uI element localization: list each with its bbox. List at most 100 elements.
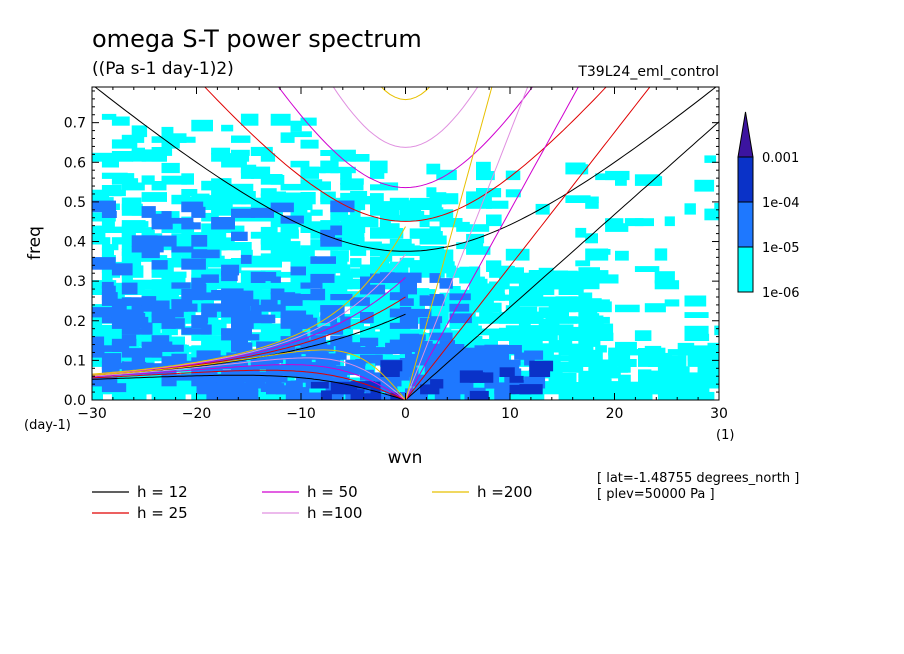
power-cell-level-0 <box>201 268 227 278</box>
power-cell-level-0 <box>320 281 339 290</box>
power-cell-level-1 <box>240 299 260 306</box>
power-cell-level-1 <box>270 288 285 295</box>
power-cell-level-0 <box>181 387 202 395</box>
power-cell-level-1 <box>295 358 312 366</box>
power-cell-level-1 <box>494 345 509 355</box>
power-cell-level-0 <box>300 192 316 205</box>
power-cell-level-0 <box>515 327 533 336</box>
power-cell-level-0 <box>389 328 410 336</box>
power-cell-level-1 <box>171 309 184 318</box>
power-cell-level-0 <box>191 119 213 132</box>
power-cell-level-1 <box>266 388 286 395</box>
power-cell-level-0 <box>588 332 614 341</box>
power-cell-level-0 <box>310 316 328 324</box>
power-cell-level-0 <box>340 238 359 245</box>
power-cell-level-0 <box>684 295 707 307</box>
power-cell-level-0 <box>360 264 377 274</box>
power-cell-level-0 <box>505 248 530 261</box>
power-cell-level-0 <box>638 380 654 389</box>
power-cell-level-1 <box>395 359 420 366</box>
power-cell-level-0 <box>151 181 167 191</box>
power-cell-level-0 <box>538 329 558 341</box>
power-cell-level-0 <box>161 258 182 268</box>
power-cell-level-0 <box>350 154 370 162</box>
legend-label: h =200 <box>477 483 532 501</box>
power-cell-level-1 <box>399 298 414 306</box>
power-cell-level-0 <box>426 163 441 175</box>
power-cell-level-1 <box>290 328 303 335</box>
power-cell-level-1 <box>221 307 238 318</box>
power-cell-level-0 <box>340 171 352 179</box>
power-cell-level-1 <box>246 375 270 383</box>
power-cell-level-0 <box>231 183 254 197</box>
power-cell-level-2 <box>469 372 485 383</box>
power-cell-level-0 <box>558 316 578 324</box>
power-cell-level-0 <box>151 349 178 362</box>
power-cell-level-1 <box>201 292 216 301</box>
power-cell-level-0 <box>121 374 133 385</box>
power-cell-level-1 <box>266 377 282 389</box>
power-cell-level-0 <box>370 232 381 239</box>
power-cell-level-2 <box>499 367 515 377</box>
power-cell-level-1 <box>236 365 258 377</box>
power-cell-level-0 <box>92 237 111 245</box>
power-cell-level-1 <box>191 328 210 335</box>
power-cell-level-1 <box>310 273 335 283</box>
power-cell-level-0 <box>509 308 526 318</box>
power-cell-level-1 <box>171 318 185 329</box>
power-cell-level-0 <box>479 317 494 324</box>
power-cell-level-0 <box>638 349 656 362</box>
power-cell-level-0 <box>419 214 430 228</box>
power-cell-level-1 <box>92 257 116 270</box>
power-cell-level-0 <box>92 320 103 330</box>
power-cell-level-0 <box>476 278 488 290</box>
power-cell-level-1 <box>250 304 262 318</box>
power-cell-level-1 <box>260 299 278 306</box>
power-cell-level-1 <box>231 333 250 341</box>
power-cell-level-0 <box>595 274 619 284</box>
power-cell-level-0 <box>379 320 393 330</box>
power-cell-level-1 <box>111 298 129 306</box>
power-cell-level-1 <box>444 373 459 383</box>
power-cell-level-1 <box>161 319 176 329</box>
power-cell-level-0 <box>479 393 505 400</box>
power-cell-level-0 <box>588 361 603 373</box>
power-cell-level-0 <box>360 301 371 313</box>
power-cell-level-0 <box>667 370 682 379</box>
power-cell-level-0 <box>260 253 282 262</box>
kelvin-wave-curve-h50 <box>405 87 579 400</box>
power-cell-level-0 <box>370 256 390 268</box>
power-cell-level-0 <box>558 372 577 385</box>
power-cell-level-1 <box>360 337 379 347</box>
power-cell-level-0 <box>379 214 391 228</box>
power-cell-level-0 <box>449 321 467 330</box>
power-cell-level-1 <box>365 345 376 354</box>
y-tick-label: 0.2 <box>64 314 86 330</box>
power-cell-level-1 <box>121 361 139 370</box>
power-cell-level-0 <box>548 340 573 347</box>
power-cell-level-0 <box>290 274 306 284</box>
power-cell-level-1 <box>504 362 520 372</box>
power-cell-level-0 <box>667 355 687 367</box>
power-cell-level-0 <box>101 277 113 284</box>
power-cell-level-0 <box>379 250 393 262</box>
power-cell-level-1 <box>231 334 248 347</box>
power-cell-level-1 <box>151 313 172 324</box>
power-cell-level-0 <box>340 242 359 251</box>
power-cell-level-0 <box>585 233 598 244</box>
power-cell-level-0 <box>131 147 145 156</box>
power-cell-level-0 <box>221 314 236 324</box>
power-cell-level-1 <box>231 310 256 324</box>
power-cell-level-1 <box>240 254 252 264</box>
power-cell-level-1 <box>434 359 447 372</box>
power-cell-level-0 <box>707 353 719 362</box>
power-cell-level-0 <box>131 221 149 228</box>
x-tick-label: −20 <box>182 406 212 422</box>
power-cell-level-1 <box>350 385 370 393</box>
power-cell-level-0 <box>191 193 210 202</box>
power-cell-level-0 <box>575 331 587 341</box>
power-cell-level-0 <box>270 175 285 185</box>
power-cell-level-0 <box>121 383 140 395</box>
power-cell-level-0 <box>664 299 680 307</box>
power-cell-level-0 <box>548 343 568 353</box>
